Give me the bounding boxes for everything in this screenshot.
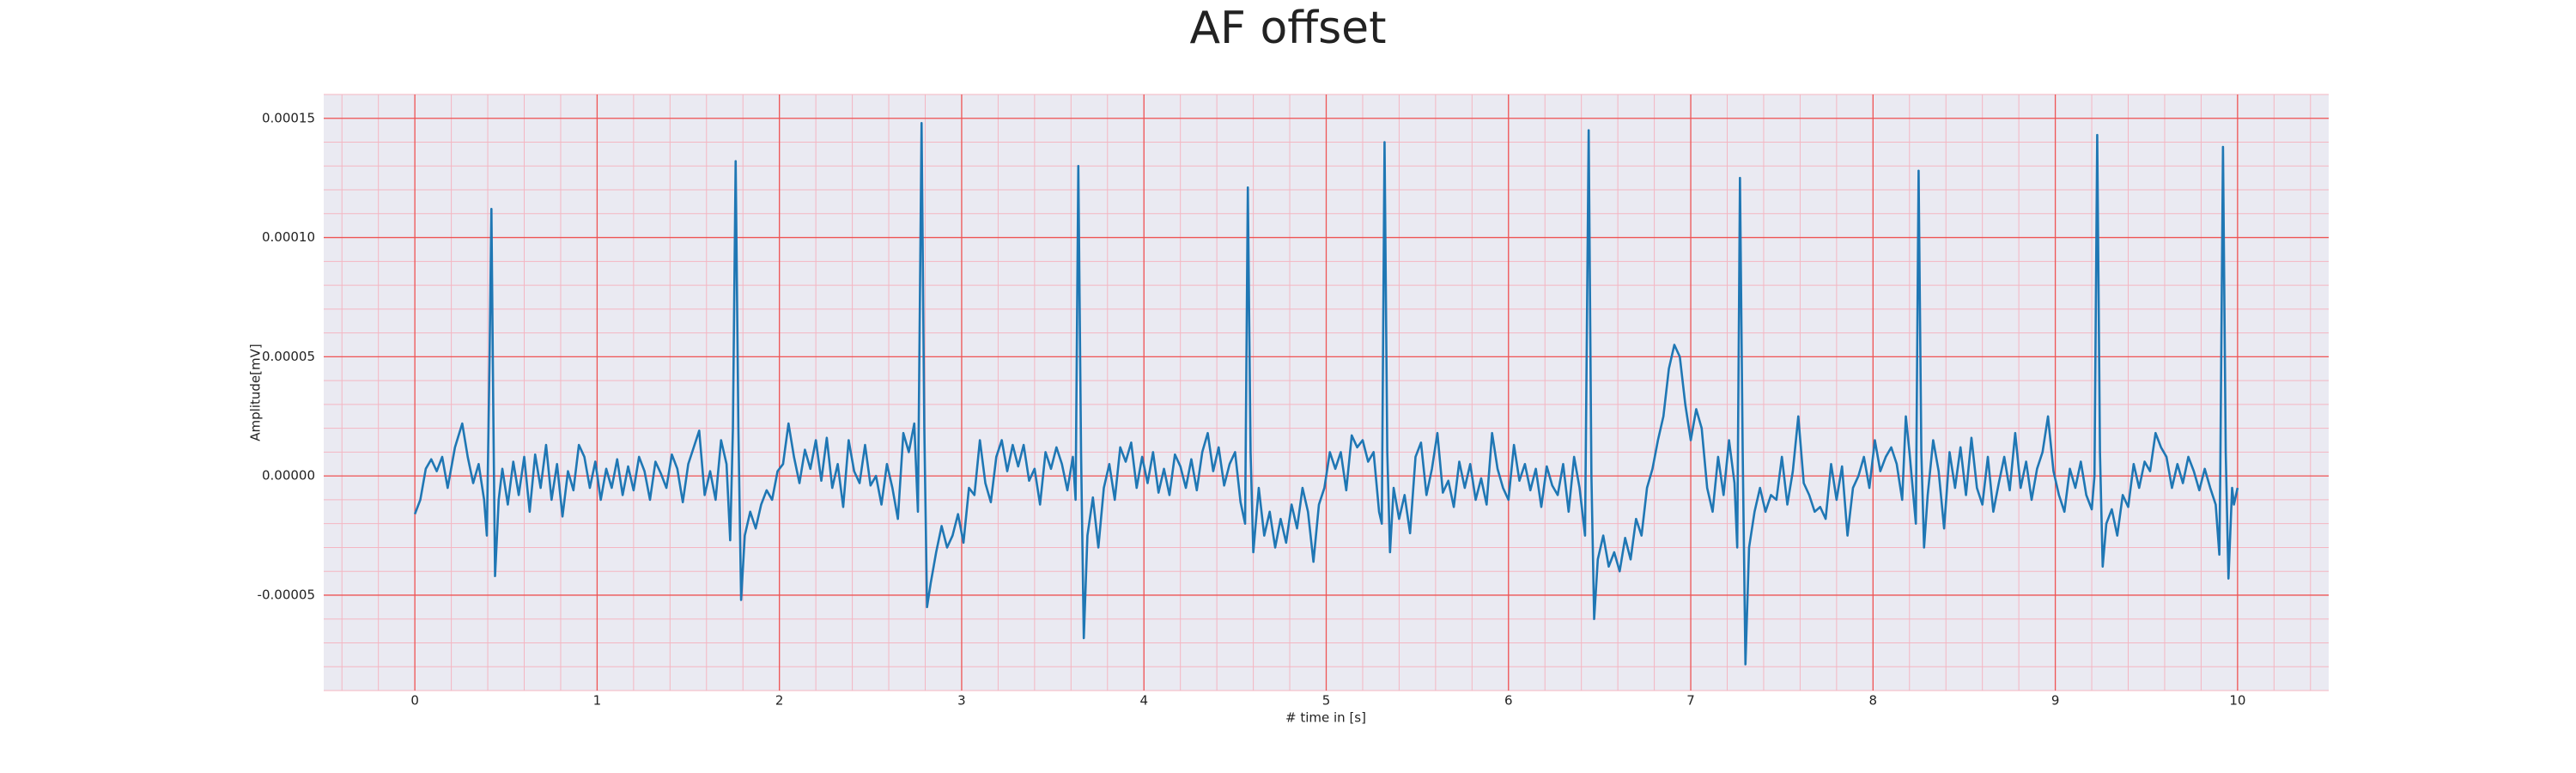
x-tick-label: 9 <box>2051 693 2060 709</box>
grid <box>324 94 2329 691</box>
signal-line <box>413 122 2239 666</box>
x-tick-label: 5 <box>1322 693 1331 709</box>
x-tick-label: 0 <box>410 693 419 709</box>
x-tick-label: 7 <box>1686 693 1695 709</box>
x-axis-label: # time in [s] <box>1285 710 1366 726</box>
y-tick-label: -0.00005 <box>258 587 315 602</box>
x-tick-label: 6 <box>1504 693 1513 709</box>
y-axis-label: Amplitude[mV] <box>248 344 264 441</box>
x-tick-label: 2 <box>775 693 784 709</box>
chart-title: AF offset <box>1189 3 1386 54</box>
x-tick-label: 10 <box>2229 693 2245 709</box>
y-tick-label: 0.00000 <box>262 468 315 484</box>
x-tick-label: 3 <box>957 693 966 709</box>
x-tick-label: 1 <box>593 693 602 709</box>
x-tick-label: 8 <box>1869 693 1878 709</box>
y-tick-label: 0.00015 <box>262 110 315 125</box>
y-tick-label: 0.00005 <box>262 349 315 364</box>
y-tick-label: 0.00010 <box>262 229 315 245</box>
x-tick-label: 4 <box>1139 693 1148 709</box>
